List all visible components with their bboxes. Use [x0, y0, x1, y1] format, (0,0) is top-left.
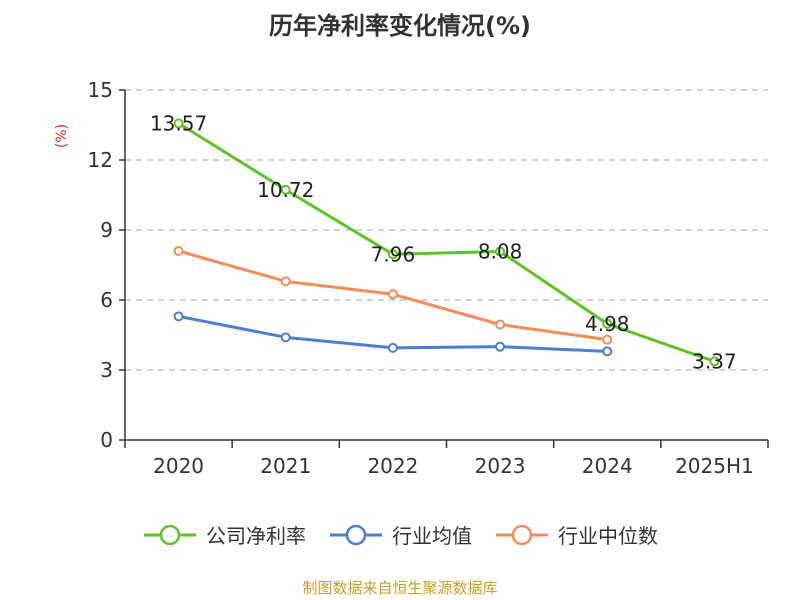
data-point	[280, 276, 291, 287]
data-point	[495, 341, 506, 352]
data-labels: 13.57 10.72 7.96 8.08 4.98 3.37	[150, 111, 737, 373]
data-point	[173, 311, 184, 322]
y-tick-label: 15	[88, 78, 113, 102]
legend-swatch-icon	[330, 524, 382, 545]
y-tick-label: 3	[100, 358, 113, 382]
data-label: 3.37	[692, 349, 737, 373]
data-label: 13.57	[150, 111, 207, 135]
legend-item-1[interactable]: 行业均值	[328, 520, 472, 549]
data-point	[280, 332, 291, 343]
data-point	[602, 334, 613, 345]
series-line-0	[177, 122, 715, 363]
x-tick-label: 2020	[153, 454, 204, 478]
y-tick-label: 12	[88, 148, 113, 172]
legend-item-2[interactable]: 行业中位数	[494, 520, 658, 549]
y-tick-label: 0	[100, 428, 113, 452]
data-point	[387, 249, 398, 260]
legend-swatch-icon	[496, 524, 548, 545]
data-point	[387, 342, 398, 353]
x-tick-label: 2023	[475, 454, 526, 478]
data-point	[495, 319, 506, 330]
legend: 公司净利率 行业均值 行业中位数	[0, 520, 800, 549]
data-label: 4.98	[585, 312, 630, 336]
data-label: 7.96	[371, 242, 416, 266]
y-tick-label: 9	[100, 218, 113, 242]
data-label: 8.08	[478, 239, 523, 263]
series-layer	[173, 118, 720, 367]
y-tick-label: 6	[100, 288, 113, 312]
data-point	[173, 118, 184, 129]
data-point	[602, 346, 613, 357]
data-label: 10.72	[257, 178, 314, 202]
x-tick-label: 2022	[367, 454, 418, 478]
legend-item-0[interactable]: 公司净利率	[142, 520, 306, 549]
legend-label: 行业均值	[392, 524, 472, 548]
x-tick-label: 2024	[582, 454, 633, 478]
x-tick-label: 2025H1	[675, 454, 754, 478]
x-tick-label: 2021	[260, 454, 311, 478]
grid-lines	[125, 89, 768, 371]
source-note: 制图数据来自恒生聚源数据库	[302, 579, 498, 597]
legend-label: 公司净利率	[206, 524, 306, 548]
data-point	[709, 356, 720, 367]
legend-swatch-icon	[144, 524, 196, 545]
data-point	[387, 289, 398, 300]
legend-label: 行业中位数	[558, 524, 658, 548]
data-point	[495, 246, 506, 257]
chart-title: 历年净利率变化情况(%)	[269, 12, 531, 40]
data-point	[280, 184, 291, 195]
data-point	[602, 318, 613, 329]
axes: 0 3 6 9 12 15 2020 2021 2022 2023 2024 2025H1	[88, 78, 769, 478]
data-point	[173, 246, 184, 256]
